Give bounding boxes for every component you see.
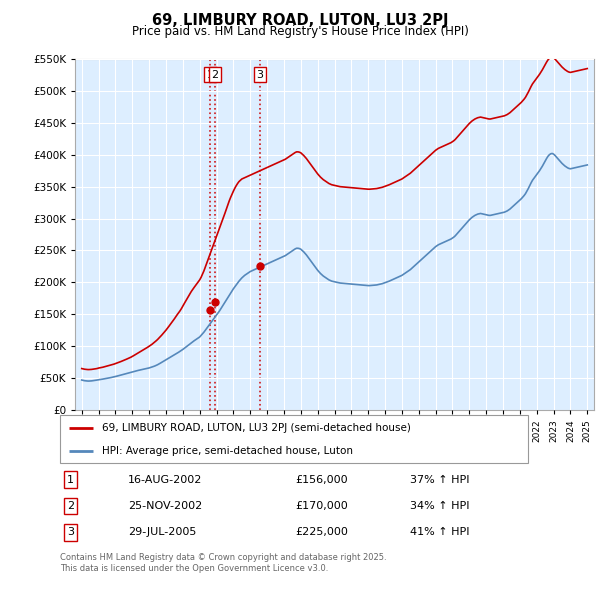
FancyBboxPatch shape — [60, 415, 528, 463]
Text: 29-JUL-2005: 29-JUL-2005 — [128, 527, 196, 537]
Text: This data is licensed under the Open Government Licence v3.0.: This data is licensed under the Open Gov… — [60, 565, 328, 573]
Text: 37% ↑ HPI: 37% ↑ HPI — [410, 474, 469, 484]
Text: 16-AUG-2002: 16-AUG-2002 — [128, 474, 202, 484]
Text: 2: 2 — [211, 70, 218, 80]
Text: 1: 1 — [207, 70, 214, 80]
Text: 2: 2 — [67, 501, 74, 511]
Text: Price paid vs. HM Land Registry's House Price Index (HPI): Price paid vs. HM Land Registry's House … — [131, 25, 469, 38]
Text: 69, LIMBURY ROAD, LUTON, LU3 2PJ (semi-detached house): 69, LIMBURY ROAD, LUTON, LU3 2PJ (semi-d… — [102, 423, 411, 433]
Text: 41% ↑ HPI: 41% ↑ HPI — [410, 527, 469, 537]
Text: 3: 3 — [67, 527, 74, 537]
Text: 34% ↑ HPI: 34% ↑ HPI — [410, 501, 469, 511]
Text: £170,000: £170,000 — [295, 501, 347, 511]
Text: Contains HM Land Registry data © Crown copyright and database right 2025.: Contains HM Land Registry data © Crown c… — [60, 553, 386, 562]
Text: £156,000: £156,000 — [295, 474, 347, 484]
Text: HPI: Average price, semi-detached house, Luton: HPI: Average price, semi-detached house,… — [102, 446, 353, 456]
Text: 1: 1 — [67, 474, 74, 484]
Text: 3: 3 — [257, 70, 263, 80]
Text: £225,000: £225,000 — [295, 527, 348, 537]
Text: 25-NOV-2002: 25-NOV-2002 — [128, 501, 202, 511]
Text: 69, LIMBURY ROAD, LUTON, LU3 2PJ: 69, LIMBURY ROAD, LUTON, LU3 2PJ — [152, 13, 448, 28]
